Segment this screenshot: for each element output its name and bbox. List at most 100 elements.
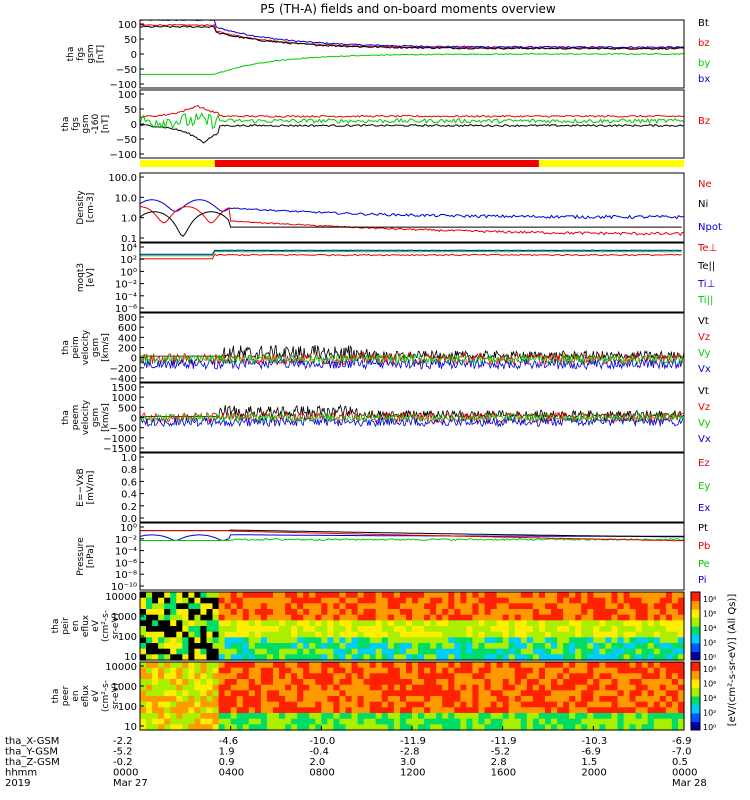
spectrogram-cell — [406, 614, 413, 621]
spectrogram-cell — [158, 707, 165, 714]
ylabel-line: tha — [61, 117, 71, 132]
spectrogram-cell — [424, 637, 431, 644]
colorbar-cell — [691, 600, 700, 610]
spectrogram-cell — [339, 667, 347, 674]
spectrogram-cell — [248, 643, 256, 650]
spectrogram-cell — [375, 679, 383, 686]
spectrogram-cell — [484, 614, 492, 621]
spectrogram-cell — [514, 696, 522, 703]
spectrogram-cell — [514, 679, 522, 686]
spectrogram-cell — [436, 626, 443, 633]
spectrogram-cell — [526, 597, 534, 604]
spectrogram-cell — [303, 620, 310, 627]
spectrogram-cell — [170, 620, 177, 627]
spectrogram-cell — [635, 626, 643, 633]
spectrogram-cell — [448, 648, 455, 655]
spectrogram-cell — [381, 690, 389, 697]
spectrogram-cell — [635, 597, 643, 604]
spectrogram-cell — [623, 626, 631, 633]
legend-Ez: Ez — [698, 458, 710, 469]
spectrogram-cell — [339, 620, 347, 627]
spectrogram-cell — [418, 718, 425, 725]
spectrogram-cell — [520, 707, 528, 714]
xaxis-row-label: 2019 — [5, 778, 30, 789]
spectrogram-cell — [557, 701, 564, 708]
spectrogram-cell — [381, 696, 389, 703]
spectrogram-cell — [333, 701, 340, 708]
spectrogram-cell — [254, 626, 262, 633]
ylabel-peer_spec: tha peer en eflux eV (cm²-s-sr-eV) — [51, 680, 121, 712]
ylabel-line: peem — [71, 405, 81, 431]
spectrogram-cell — [369, 667, 377, 674]
spectrogram-cell — [593, 679, 600, 686]
spectrogram-cell — [551, 673, 558, 680]
spectrogram-cell — [563, 662, 570, 669]
spectrogram-cell — [170, 648, 177, 655]
spectrogram-cell — [158, 603, 165, 610]
colorbar-tick: 10² — [703, 709, 716, 718]
spectrogram-cell — [345, 643, 353, 650]
spectrogram-cell — [333, 631, 340, 638]
spectrogram-cell — [291, 701, 298, 708]
spectrogram-cell — [454, 701, 461, 708]
spectrogram-cell — [418, 654, 425, 661]
spectrogram-cell — [418, 707, 425, 714]
spectrogram-cell — [442, 718, 449, 725]
spectrogram-cell — [647, 707, 655, 714]
spectrogram-cell — [279, 707, 286, 714]
spectrogram-cell — [236, 724, 244, 731]
colorbar-label-text: [eV/(cm²-s-sr-eV)] (All Qs)] — [727, 594, 738, 727]
spectrogram-cell — [659, 648, 667, 655]
spectrogram-cell — [436, 707, 443, 714]
spectrogram-cell — [502, 631, 510, 638]
spectrogram-cell — [502, 690, 510, 697]
spectrogram-cell — [194, 614, 201, 621]
spectrogram-cell — [599, 637, 606, 644]
spectrogram-cell — [333, 654, 340, 661]
spectrogram-cell — [200, 707, 207, 714]
spectrogram-cell — [617, 679, 625, 686]
spectrogram-cell — [605, 631, 612, 638]
spectrogram-cell — [472, 592, 479, 599]
spectrogram-cell — [575, 603, 582, 610]
spectrogram-cell — [478, 643, 486, 650]
spectrogram-cell — [387, 654, 395, 661]
ylabel-line: peer — [61, 685, 71, 706]
spectrogram-cell — [653, 713, 661, 720]
spectrogram-cell — [351, 614, 359, 621]
ylabel-line: tha — [61, 340, 71, 355]
spectrogram-cell — [206, 637, 214, 644]
spectrogram-cell — [182, 637, 189, 644]
spectrogram-cell — [285, 696, 292, 703]
spectrogram-cell — [665, 592, 673, 599]
spectrogram-cell — [309, 684, 316, 691]
spectrogram-cell — [182, 707, 189, 714]
spectrogram-cell — [200, 667, 207, 674]
spectrogram-cell — [448, 592, 455, 599]
spectrogram-cell — [569, 707, 576, 714]
spectrogram-cell — [502, 718, 510, 725]
spectrogram-cell — [617, 696, 625, 703]
spectrogram-cell — [514, 713, 522, 720]
spectrogram-cell — [436, 631, 443, 638]
spectrogram-cell — [351, 597, 359, 604]
spectrogram-cell — [230, 620, 238, 627]
spectrogram-cell — [260, 614, 268, 621]
spectrogram-cell — [212, 667, 220, 674]
spectrogram-cell — [182, 701, 189, 708]
spectrogram-cell — [206, 614, 214, 621]
spectrogram-cell — [678, 620, 685, 627]
spectrogram-cell — [194, 597, 201, 604]
spectrogram-cell — [351, 684, 359, 691]
spectrogram-cell — [593, 662, 600, 669]
panel-frame-peir_spec — [139, 591, 685, 661]
spectrogram-cell — [671, 592, 679, 599]
spectrogram-cell — [230, 643, 238, 650]
spectrogram-cell — [575, 724, 582, 731]
spectrogram-cell — [659, 679, 667, 686]
spectrogram-cell — [430, 679, 437, 686]
spectrogram-cell — [611, 662, 619, 669]
spectrogram-cell — [254, 662, 262, 669]
spectrogram-cell — [140, 701, 147, 708]
spectrogram-cell — [351, 609, 359, 616]
